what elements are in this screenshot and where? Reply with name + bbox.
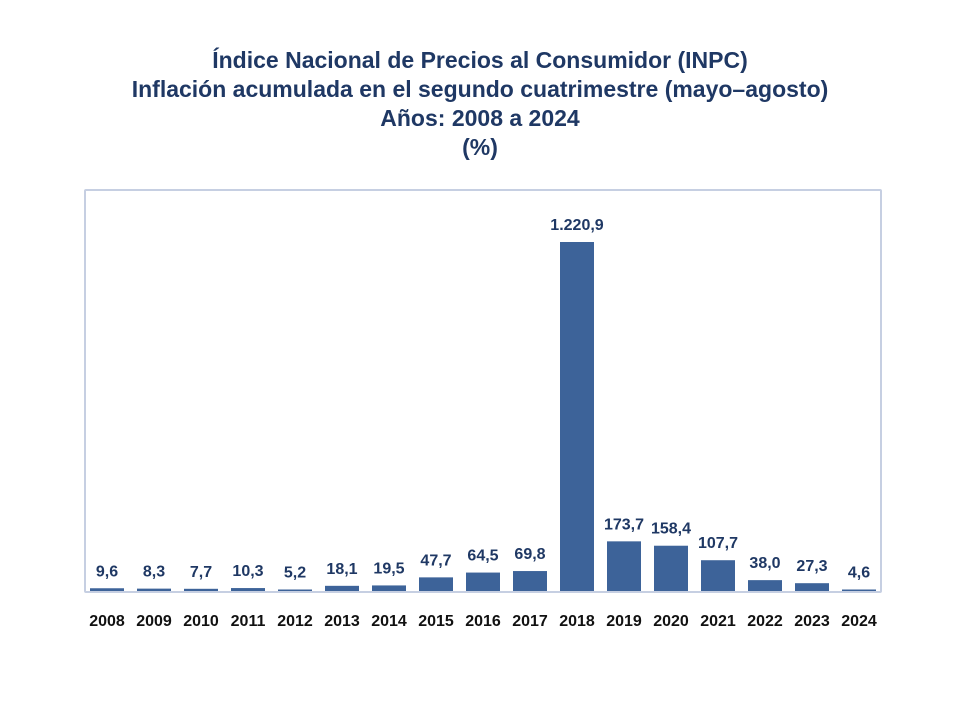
- bar-2021: [701, 560, 735, 591]
- value-label-2013: 18,1: [326, 561, 357, 578]
- x-tick-label-2009: 2009: [136, 613, 172, 630]
- x-tick-label-2012: 2012: [277, 613, 313, 630]
- value-label-2024: 4,6: [848, 565, 870, 582]
- value-label-2009: 8,3: [143, 564, 165, 581]
- bar-2022: [748, 580, 782, 591]
- value-label-2021: 107,7: [698, 535, 738, 552]
- x-tick-label-2015: 2015: [418, 613, 454, 630]
- bar-2014: [372, 585, 406, 591]
- value-label-2012: 5,2: [284, 565, 306, 582]
- bars-group: [90, 242, 876, 591]
- x-tick-label-2017: 2017: [512, 613, 548, 630]
- value-label-2008: 9,6: [96, 563, 118, 580]
- x-tick-label-2023: 2023: [794, 613, 830, 630]
- bar-2019: [607, 541, 641, 591]
- title-line-4: (%): [462, 134, 498, 160]
- bar-2024: [842, 589, 876, 591]
- bar-2017: [513, 571, 547, 591]
- bar-2011: [231, 588, 265, 591]
- x-tick-label-2014: 2014: [371, 613, 407, 630]
- x-tick-labels-group: 2008 2009 2010 2011 2012 2013 2014 2015 2016 2017…: [89, 613, 877, 630]
- bar-2023: [795, 583, 829, 591]
- x-tick-label-2024: 2024: [841, 613, 877, 630]
- x-tick-label-2011: 2011: [231, 613, 266, 630]
- x-tick-label-2019: 2019: [606, 613, 642, 630]
- value-label-2023: 27,3: [796, 558, 827, 575]
- x-tick-label-2008: 2008: [89, 613, 125, 630]
- x-tick-label-2021: 2021: [700, 613, 736, 630]
- value-label-2018: 1.220,9: [550, 217, 603, 234]
- title-line-3: Años: 2008 a 2024: [380, 105, 580, 131]
- title-line-1: Índice Nacional de Precios al Consumidor…: [212, 47, 748, 73]
- plot-area-frame: [84, 189, 882, 593]
- bar-2009: [137, 588, 171, 591]
- bar-2008: [90, 588, 124, 591]
- chart-title: Índice Nacional de Precios al Consumidor…: [0, 46, 960, 162]
- x-tick-label-2013: 2013: [324, 613, 360, 630]
- title-line-2: Inflación acumulada en el segundo cuatri…: [131, 76, 829, 102]
- bar-2012: [278, 589, 312, 591]
- bar-2015: [419, 577, 453, 591]
- bar-2018: [560, 242, 594, 591]
- x-tick-label-2018: 2018: [559, 613, 595, 630]
- value-label-2016: 64,5: [467, 548, 498, 565]
- bar-2010: [184, 588, 218, 591]
- bar-2013: [325, 585, 359, 591]
- value-label-2017: 69,8: [514, 546, 545, 563]
- value-label-2011: 10,3: [232, 563, 263, 580]
- value-label-2010: 7,7: [190, 564, 212, 581]
- value-label-2020: 158,4: [651, 521, 691, 538]
- bar-2020: [654, 545, 688, 591]
- value-labels-group: 9,6 8,3 7,7 10,3 5,2 18,1 19,5 47,7 64,5 69,8 1.22…: [96, 217, 870, 582]
- value-label-2015: 47,7: [420, 552, 451, 569]
- value-label-2019: 173,7: [604, 516, 644, 533]
- x-tick-label-2016: 2016: [465, 613, 501, 630]
- x-tick-label-2010: 2010: [183, 613, 219, 630]
- value-label-2014: 19,5: [373, 560, 404, 577]
- value-label-2022: 38,0: [749, 555, 780, 572]
- x-tick-label-2020: 2020: [653, 613, 689, 630]
- x-tick-label-2022: 2022: [747, 613, 783, 630]
- bar-2016: [466, 572, 500, 591]
